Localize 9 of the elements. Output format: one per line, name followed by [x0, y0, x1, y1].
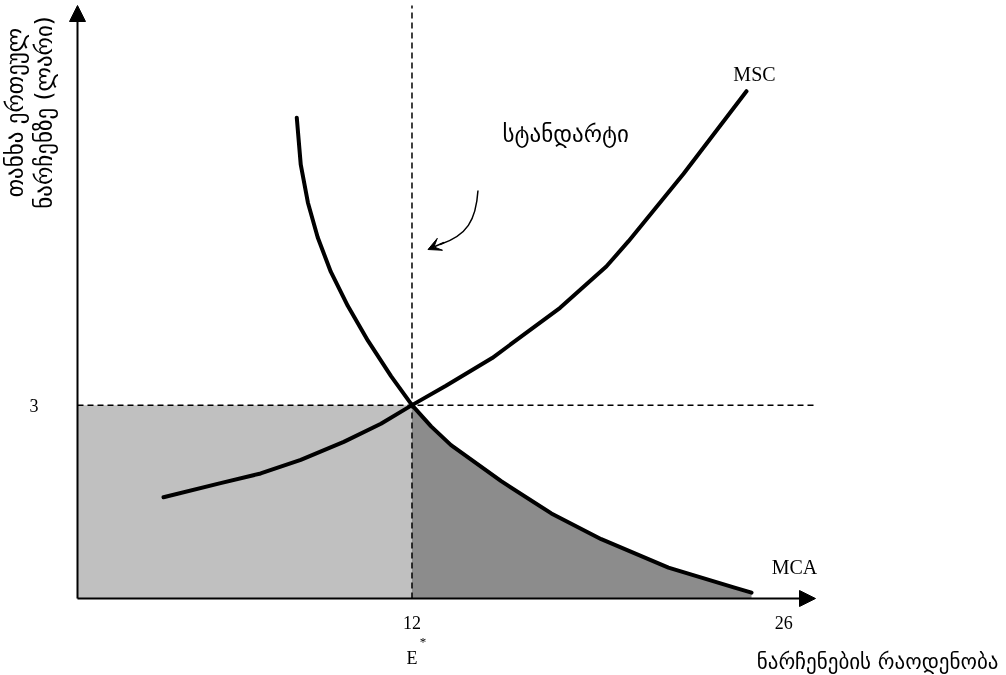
x-tick-label: 26	[774, 612, 793, 633]
x-tick-label: 12	[402, 612, 421, 633]
x-axis-title: ნარჩენების რაოდენობა	[756, 649, 999, 674]
series-label: MSC	[733, 63, 776, 86]
annotation: E*	[406, 634, 427, 668]
annotation: სტანდარტი	[502, 120, 630, 148]
y-axis-title: თანხა ერთეულ ნარჩენზე (ლარი)	[1, 16, 59, 209]
series-label: MCA	[771, 555, 818, 578]
y-tick-label: 3	[29, 395, 39, 416]
